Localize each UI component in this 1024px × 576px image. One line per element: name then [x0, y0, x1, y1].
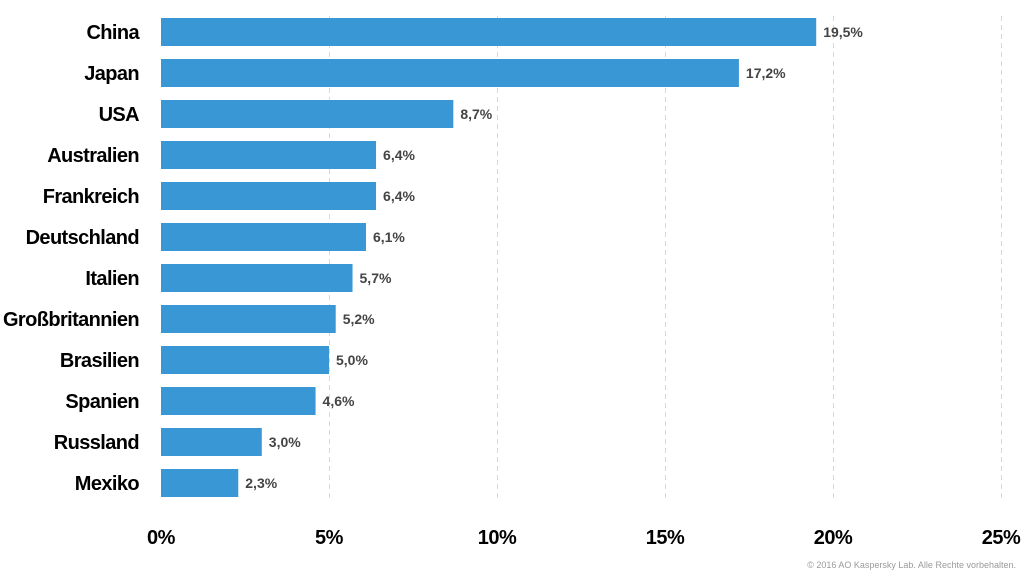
category-label: Mexiko — [75, 473, 140, 495]
category-label: Frankreich — [43, 186, 139, 208]
bar — [161, 59, 739, 87]
category-label: China — [86, 22, 140, 44]
x-axis-tick-labels: 0% 5% 10% 15% 20% 25% — [147, 527, 1021, 549]
bar — [161, 18, 817, 46]
category-label: USA — [99, 104, 140, 126]
category-label: Japan — [84, 63, 139, 85]
x-tick-label: 5% — [315, 527, 344, 549]
category-label: Russland — [54, 432, 139, 454]
value-label: 2,3% — [245, 475, 277, 491]
category-label: Spanien — [65, 391, 139, 413]
value-label: 6,4% — [383, 188, 415, 204]
bar — [161, 305, 336, 333]
category-label: Australien — [47, 145, 139, 167]
value-label: 17,2% — [746, 65, 786, 81]
value-label: 4,6% — [323, 393, 355, 409]
copyright-notice: © 2016 AO Kaspersky Lab. Alle Rechte vor… — [807, 560, 1016, 570]
bar — [161, 141, 377, 169]
value-label: 6,4% — [383, 147, 415, 163]
bar — [161, 100, 454, 128]
value-label: 5,0% — [336, 352, 368, 368]
x-tick-label: 15% — [646, 527, 685, 549]
bar — [161, 387, 316, 415]
x-tick-label: 0% — [147, 527, 176, 549]
category-label: Großbritannien — [3, 309, 139, 331]
gridlines — [329, 16, 1002, 500]
bar — [161, 264, 353, 292]
bar — [161, 469, 239, 497]
value-labels: 19,5% 17,2% 8,7% 6,4% 6,4% 6,1% 5,7% 5,2% 5,0% 4,… — [245, 24, 863, 491]
category-label: Brasilien — [60, 350, 139, 372]
bar — [161, 182, 377, 210]
category-label: Deutschland — [26, 227, 139, 249]
x-tick-label: 20% — [814, 527, 853, 549]
value-label: 3,0% — [269, 434, 301, 450]
bars-group — [161, 18, 817, 497]
value-label: 8,7% — [460, 106, 492, 122]
category-label: Italien — [85, 268, 139, 290]
category-labels: China Japan USA Australien Frankreich Deutsch… — [3, 22, 141, 495]
x-tick-label: 25% — [982, 527, 1021, 549]
value-label: 6,1% — [373, 229, 405, 245]
value-label: 5,2% — [343, 311, 375, 327]
value-label: 5,7% — [360, 270, 392, 286]
bar — [161, 346, 329, 374]
bar — [161, 428, 262, 456]
value-label: 19,5% — [823, 24, 863, 40]
bar — [161, 223, 366, 251]
x-tick-label: 10% — [478, 527, 517, 549]
